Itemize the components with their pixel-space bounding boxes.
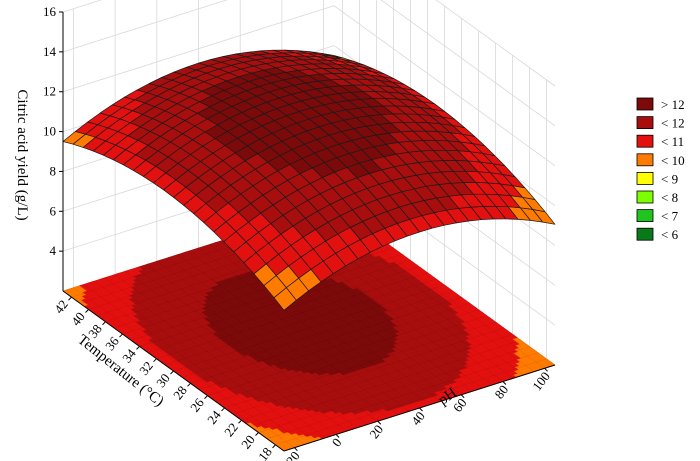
- x-tick-mark: [419, 407, 423, 412]
- y-tick-mark: [68, 296, 72, 301]
- z-tick-label: 4: [50, 243, 57, 258]
- legend-label: < 11: [661, 134, 684, 149]
- legend-swatch: [636, 153, 654, 167]
- back-wall-gridline: [62, 5, 335, 93]
- y-tick-mark: [187, 382, 191, 387]
- legend-label: < 10: [661, 153, 685, 168]
- x-tick-label: 40: [408, 409, 428, 428]
- legend-swatch: [636, 209, 654, 223]
- x-tick-mark: [544, 367, 548, 372]
- legend-swatch: [636, 97, 654, 111]
- y-tick-mark: [136, 346, 140, 350]
- y-tick-mark: [153, 358, 157, 363]
- z-tick-label: 16: [43, 4, 57, 19]
- y-tick-mark: [238, 419, 242, 424]
- legend-swatch: [636, 134, 654, 148]
- legend-label: < 12: [661, 116, 685, 131]
- y-tick-label: 24: [204, 407, 224, 427]
- legend-label: < 6: [661, 227, 679, 242]
- y-tick-label: 18: [255, 444, 275, 461]
- z-tick-label: 14: [43, 44, 57, 59]
- side-wall-gridline: [435, 0, 556, 87]
- z-tick-label: 10: [43, 124, 56, 139]
- y-tick-mark: [255, 432, 259, 436]
- x-tick-mark: [294, 447, 298, 452]
- x-tick-label: 100: [529, 369, 553, 394]
- z-axis-title: Citric acid yield (g/L): [14, 89, 30, 220]
- y-tick-label: 28: [170, 383, 190, 402]
- y-tick-label: 40: [68, 309, 88, 328]
- legend-label: < 8: [661, 190, 678, 205]
- x-tick-label: 0: [329, 435, 345, 449]
- y-tick-label: 30: [153, 371, 173, 390]
- z-tick-label: 12: [43, 84, 56, 99]
- legend-swatch: [636, 190, 654, 204]
- y-tick-label: 22: [221, 420, 241, 439]
- y-tick-label: 20: [238, 432, 258, 451]
- z-tick-label: 6: [50, 203, 57, 218]
- x-tick-mark: [335, 434, 340, 438]
- x-tick-mark: [377, 420, 382, 425]
- y-tick-mark: [119, 333, 123, 338]
- legend-swatch: [636, 116, 654, 129]
- y-tick-mark: [204, 395, 208, 399]
- x-tick-label: 20: [366, 422, 386, 441]
- y-tick-label: 26: [187, 395, 207, 415]
- side-wall-gridline: [380, 0, 556, 127]
- x-tick-mark: [502, 381, 507, 385]
- y-tick-label: 42: [51, 297, 71, 316]
- legend-label: < 7: [661, 209, 679, 224]
- x-tick-mark: [460, 394, 465, 399]
- legend: > 12 < 12 < 11 < 10 < 9 < 8 < 7 < 6: [636, 97, 685, 242]
- legend-label: > 12: [661, 97, 685, 112]
- y-tick-mark: [102, 321, 106, 326]
- y-tick-mark: [85, 309, 89, 313]
- back-wall-gridline: [62, 0, 228, 53]
- y-tick-mark: [170, 370, 174, 375]
- y-tick-mark: [221, 407, 225, 412]
- legend-swatch: [636, 227, 654, 241]
- legend-label: < 9: [661, 171, 678, 186]
- z-tick-label: 8: [50, 163, 57, 178]
- x-tick-label: 80: [491, 382, 511, 401]
- side-wall-gridline: [333, 5, 556, 167]
- legend-swatch: [636, 171, 654, 185]
- y-tick-mark: [272, 444, 276, 449]
